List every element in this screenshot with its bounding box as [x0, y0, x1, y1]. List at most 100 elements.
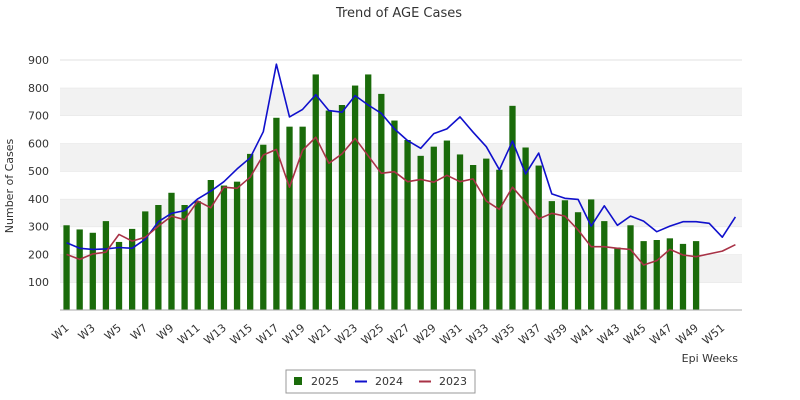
bar-W34	[496, 169, 503, 310]
x-tick-label: W25	[359, 321, 386, 347]
bar-W26	[391, 120, 398, 310]
x-tick-label: W43	[595, 321, 622, 347]
bar-W43	[614, 247, 621, 310]
bar-W9	[168, 192, 175, 310]
x-tick-label: W9	[154, 321, 176, 342]
grid-band	[60, 115, 742, 144]
bar-W39	[561, 200, 569, 310]
bar-W6	[128, 228, 136, 310]
grid-band	[60, 143, 742, 172]
y-tick-label: 200	[28, 248, 49, 261]
bar-W25	[378, 93, 385, 310]
x-tick-label: W33	[464, 321, 491, 347]
y-tick-label: 700	[28, 110, 49, 123]
legend-box	[285, 369, 476, 394]
bar-W18	[286, 126, 293, 311]
bar-W10	[181, 205, 188, 310]
grid-band	[60, 87, 742, 116]
bar-W11	[194, 201, 201, 310]
bar-W3	[89, 232, 96, 310]
x-tick-label: W49	[674, 321, 701, 347]
chart-title: Trend of AGE Cases	[335, 6, 462, 21]
y-axis-label: Number of Cases	[3, 139, 16, 234]
y-tick-label: 100	[28, 276, 49, 289]
x-tick-label: W27	[385, 321, 412, 347]
bar-W23	[351, 85, 359, 310]
bar-W32	[469, 165, 477, 310]
bar-W46	[653, 240, 660, 310]
bar-W47	[666, 238, 674, 310]
bar-W42	[601, 221, 608, 310]
x-tick-label: W47	[647, 321, 674, 347]
x-tick-label: W17	[254, 321, 281, 347]
grid-band	[60, 171, 742, 199]
x-tick-label: W29	[411, 321, 438, 347]
bar-W41	[588, 199, 595, 310]
x-tick-label: W23	[333, 321, 360, 347]
grid-band	[60, 226, 742, 255]
bar-W14	[233, 181, 241, 310]
x-tick-label: W19	[280, 321, 307, 347]
x-tick-label: W51	[700, 321, 727, 347]
bar-W29	[430, 146, 437, 310]
y-tick-label: 600	[28, 137, 49, 150]
legend-label-2023: 2023	[439, 375, 467, 388]
line-2023	[66, 136, 736, 266]
bar-W19	[299, 126, 306, 311]
x-tick-label: W21	[306, 321, 333, 347]
x-axis-label: Epi Weeks	[682, 352, 739, 365]
bar-W40	[574, 212, 582, 310]
y-axis-ticks: 100 200 300 400 500 600 700 800 900	[28, 54, 49, 289]
bar-W4	[102, 221, 110, 310]
bar-W20	[312, 74, 319, 310]
bar-W24	[365, 74, 372, 310]
bar-W1	[63, 225, 70, 310]
x-tick-label: W3	[76, 321, 98, 342]
x-tick-label: W7	[128, 321, 150, 342]
x-tick-label: W5	[102, 321, 124, 342]
bar-W30	[443, 140, 451, 310]
bar-W37	[535, 165, 542, 310]
bar-W15	[247, 153, 254, 310]
x-axis-ticks: W1 W3 W5 W7 W9W11W13W15W17W19W21W23W25W27W29…	[49, 321, 727, 347]
x-tick-label: W35	[490, 321, 517, 347]
legend: 2025 2024 2023	[285, 369, 476, 394]
bar-W17	[273, 117, 280, 311]
bar-W8	[155, 205, 162, 310]
grid-band	[60, 254, 742, 283]
x-tick-label: W45	[621, 321, 648, 347]
bar-W35	[509, 105, 516, 310]
bar-W33	[483, 158, 490, 310]
bar-W49	[692, 241, 700, 310]
x-tick-label: W11	[175, 321, 202, 347]
legend-label-2025: 2025	[311, 375, 339, 388]
bar-W44	[627, 225, 634, 310]
y-tick-label: 900	[28, 54, 49, 67]
bar-W27	[404, 140, 411, 310]
x-tick-label: W13	[201, 321, 228, 347]
grid-bands	[60, 59, 742, 310]
y-tick-label: 300	[28, 221, 49, 234]
bar-W22	[338, 105, 346, 310]
legend-label-2024: 2024	[375, 375, 403, 388]
line-2024	[66, 63, 737, 251]
x-tick-label: W37	[516, 321, 543, 347]
grid-band	[60, 60, 742, 88]
grid-band	[60, 282, 742, 310]
x-tick-label: W1	[49, 321, 71, 342]
bar-W31	[456, 154, 464, 310]
bar-W7	[142, 211, 149, 310]
x-tick-label: W15	[228, 321, 255, 347]
y-tick-label: 500	[28, 165, 49, 178]
bar-W36	[522, 147, 529, 310]
bar-W5	[115, 241, 123, 310]
x-tick-label: W41	[569, 321, 596, 347]
y-tick-label: 400	[28, 193, 49, 206]
bar-W12	[207, 180, 214, 310]
bar-W48	[679, 243, 687, 310]
x-tick-label: W39	[542, 321, 569, 347]
bar-W13	[220, 185, 228, 310]
bar-W2	[76, 229, 83, 310]
bar-W16	[260, 144, 267, 310]
